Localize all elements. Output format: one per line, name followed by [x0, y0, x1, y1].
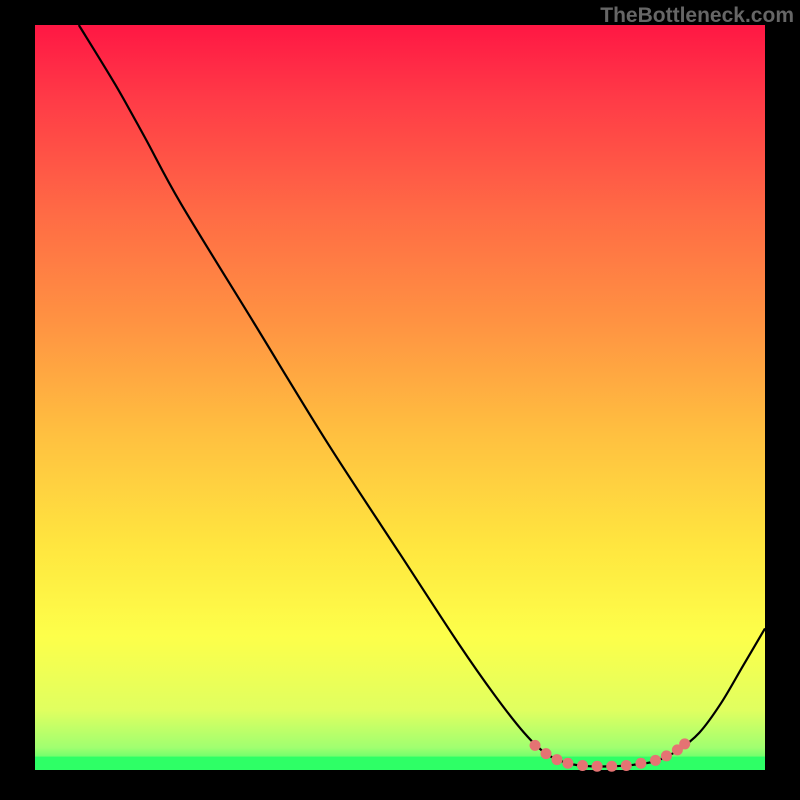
optimum-marker: [551, 754, 562, 765]
watermark-text: TheBottleneck.com: [600, 4, 794, 28]
optimum-marker: [661, 750, 672, 761]
optimum-marker: [621, 760, 632, 771]
optimum-marker: [592, 761, 603, 772]
optimum-marker: [635, 758, 646, 769]
optimum-marker: [530, 740, 541, 751]
optimum-marker: [562, 758, 573, 769]
optimum-marker: [541, 748, 552, 759]
optimum-marker: [650, 755, 661, 766]
optimum-marker: [679, 738, 690, 749]
bottleneck-chart: [0, 0, 800, 800]
optimum-marker: [577, 760, 588, 771]
optimum-marker: [606, 761, 617, 772]
